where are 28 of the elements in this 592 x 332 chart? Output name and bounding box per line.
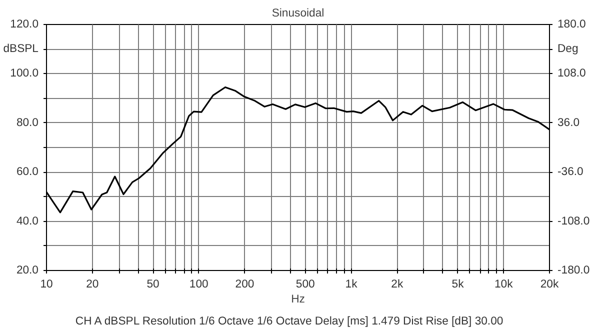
x-tick-label: 20k [540, 278, 559, 290]
x-tick-label: 20 [86, 278, 99, 290]
y2-tick-label: -180.0 [558, 264, 590, 276]
y2-tick-label: 108.0 [558, 68, 586, 80]
x-tick-label: 2k [391, 278, 404, 290]
x-tick-label: 5k [452, 278, 464, 290]
x-axis-title: Hz [291, 294, 306, 306]
y2-axis-title: Deg [558, 43, 578, 56]
text: CH A dBSPL Resolution 1/6 Octave 1/6 Octave Delay [ms] 1.479 Dist Rise [dB] 30.00 [75, 316, 504, 328]
y-tick-label: 60.0 [16, 166, 39, 178]
y-tick-label: 100.0 [10, 68, 39, 80]
y-tick-label: 20.0 [16, 264, 39, 276]
y-tick-label: 80.0 [16, 116, 39, 129]
x-tick-label: 500 [296, 278, 315, 290]
x-tick-label: 50 [146, 278, 160, 290]
x-tick-label: 10k [494, 278, 514, 290]
y2-tick-label: 36.0 [558, 116, 580, 129]
y-tick-label: 120.0 [10, 18, 39, 30]
y-tick-label: 40.0 [16, 215, 39, 228]
x-tick-label: 100 [189, 278, 208, 290]
chart-title: Sinusoidal [272, 8, 324, 20]
y2-tick-label: -108.0 [558, 215, 590, 228]
x-tick-label: 10 [40, 278, 53, 290]
y-axis-title: dBSPL [3, 43, 39, 56]
x-tick-label: 1k [345, 278, 358, 290]
y2-tick-label: 180.0 [558, 18, 586, 30]
y2-tick-label: -36.0 [558, 166, 584, 178]
x-tick-label: 200 [235, 278, 254, 290]
